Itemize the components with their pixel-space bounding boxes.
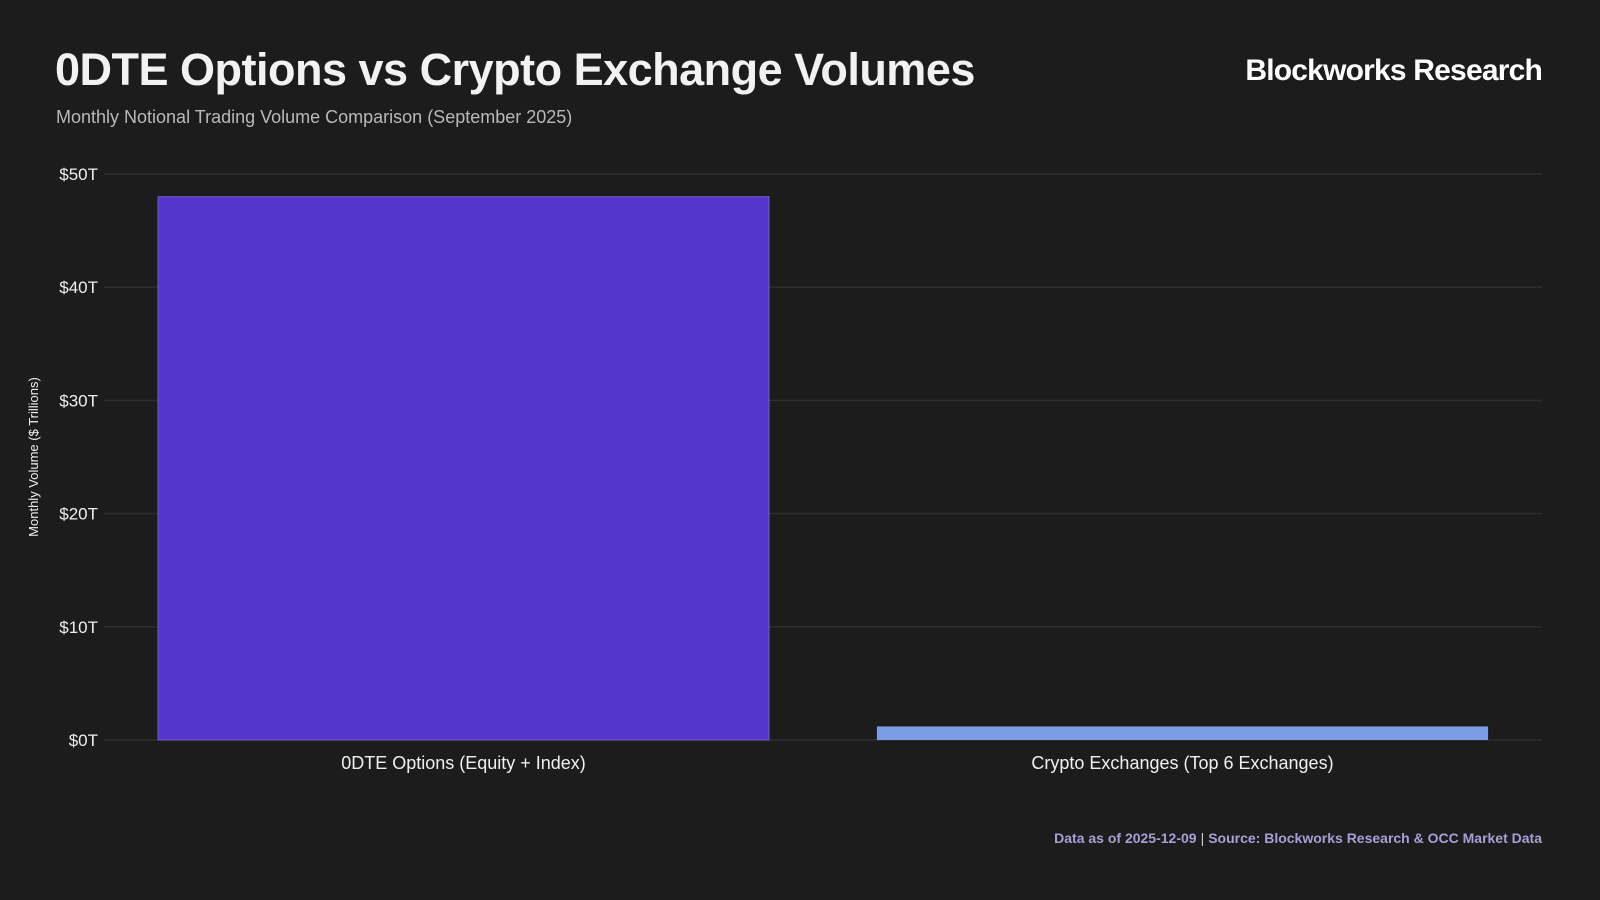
chart-title: 0DTE Options vs Crypto Exchange Volumes: [55, 44, 975, 95]
data-date: Data as of 2025-12-09: [1054, 830, 1197, 846]
bar: [876, 726, 1489, 740]
x-tick-label: 0DTE Options (Equity + Index): [341, 753, 586, 773]
x-tick-label: Crypto Exchanges (Top 6 Exchanges): [1031, 753, 1333, 773]
y-tick-label: $30T: [59, 391, 98, 410]
footer-separator: |: [1200, 830, 1205, 846]
source-footer: Data as of 2025-12-09 | Source: Blockworks…: [1054, 830, 1542, 846]
data-source: Source: Blockworks Research & OCC Market…: [1208, 830, 1542, 846]
bar: [157, 196, 770, 741]
y-tick-label: $0T: [69, 731, 98, 750]
y-tick-label: $20T: [59, 505, 98, 524]
brand-logo: Blockworks Research: [1245, 54, 1542, 87]
chart-subtitle: Monthly Notional Trading Volume Comparis…: [56, 107, 573, 127]
y-axis-title: Monthly Volume ($ Trillions): [26, 377, 41, 537]
y-tick-label: $10T: [59, 618, 98, 637]
y-tick-label: $40T: [59, 278, 98, 297]
y-tick-label: $50T: [59, 165, 98, 184]
